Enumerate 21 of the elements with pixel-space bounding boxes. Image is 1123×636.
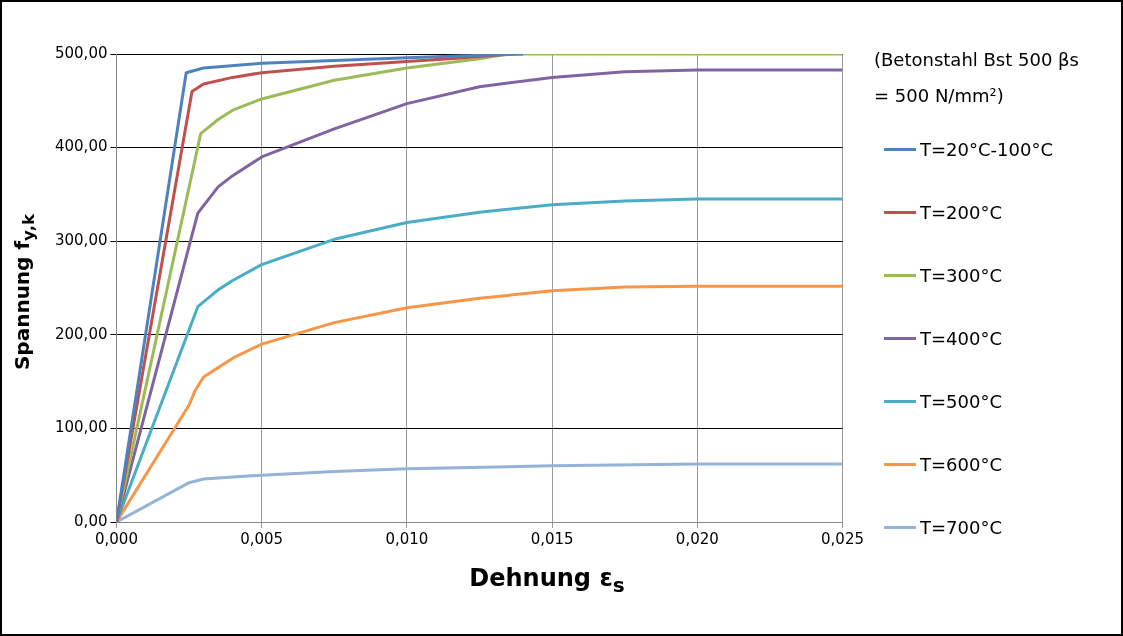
x-tick-label: 0,015 <box>530 529 574 548</box>
x-tick-label: 0,010 <box>385 529 429 548</box>
x-tick-label: 0,025 <box>821 529 865 548</box>
legend-label: T=300°C <box>920 265 1003 286</box>
y-tick-label: 0,00 <box>74 511 108 530</box>
y-tick-label: 500,00 <box>54 43 108 62</box>
legend-label: T=20°C-100°C <box>920 139 1053 160</box>
x-tick-label: 0,020 <box>675 529 719 548</box>
legend-label: T=700°C <box>920 517 1003 538</box>
legend-label: T=400°C <box>920 328 1003 349</box>
legend-label: T=500°C <box>920 391 1003 412</box>
x-axis-title: Dehnung ε$_{s}$ <box>469 564 625 597</box>
legend-label: T=600°C <box>920 454 1003 475</box>
y-tick-label: 300,00 <box>54 231 108 250</box>
legend-label: T=200°C <box>920 202 1003 223</box>
y-tick-label: 400,00 <box>54 137 108 156</box>
x-tick-label: 0,000 <box>95 529 138 548</box>
legend-title: (Betonstahl Bst 500 βs = 500 N/mm²) <box>874 48 1080 108</box>
y-tick-label: 100,00 <box>54 418 108 437</box>
y-tick-label: 200,00 <box>54 324 108 343</box>
x-tick-label: 0,005 <box>240 529 284 548</box>
